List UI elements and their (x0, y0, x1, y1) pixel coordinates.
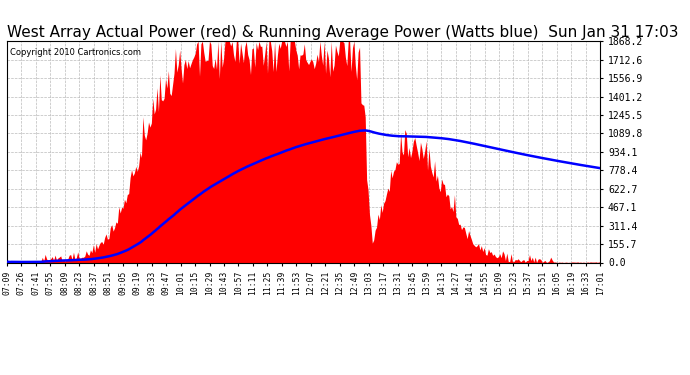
Text: West Array Actual Power (red) & Running Average Power (Watts blue)  Sun Jan 31 1: West Array Actual Power (red) & Running … (7, 25, 678, 40)
Text: Copyright 2010 Cartronics.com: Copyright 2010 Cartronics.com (10, 48, 141, 57)
